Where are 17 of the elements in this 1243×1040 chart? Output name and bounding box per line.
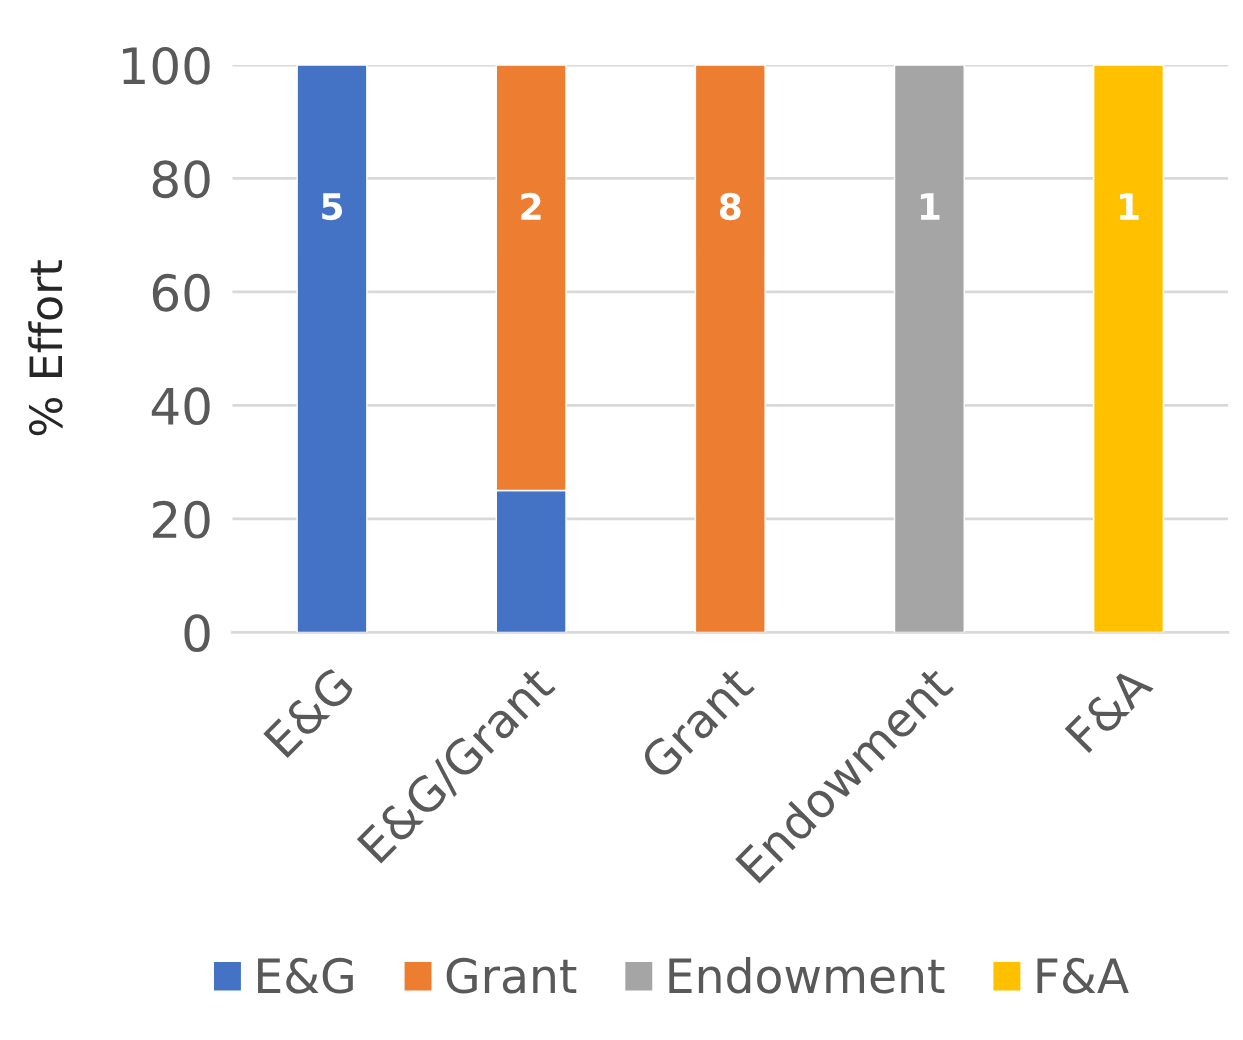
y-axis-title: % Effort — [28, 260, 63, 436]
y-tick-label: 60 — [152, 273, 210, 312]
annotation: 5 — [322, 193, 343, 221]
legend-label: E&G — [258, 957, 353, 994]
annotation: 1 — [1120, 193, 1139, 220]
annotation: 1 — [920, 193, 940, 220]
y-tick-label: 80 — [152, 160, 210, 199]
y-tick-label: 20 — [153, 500, 210, 539]
legend-label: Endowment — [669, 957, 945, 994]
legend-label: F&A — [1037, 957, 1129, 994]
annotation: 2 — [521, 192, 541, 220]
y-tick-label: 0 — [184, 614, 210, 653]
annotation: 8 — [719, 192, 741, 221]
x-tick-label: F&A — [1064, 663, 1155, 754]
y-tick-label: 40 — [151, 387, 210, 426]
legend-label: Grant — [446, 957, 577, 994]
y-tick-label: 100 — [123, 46, 210, 85]
